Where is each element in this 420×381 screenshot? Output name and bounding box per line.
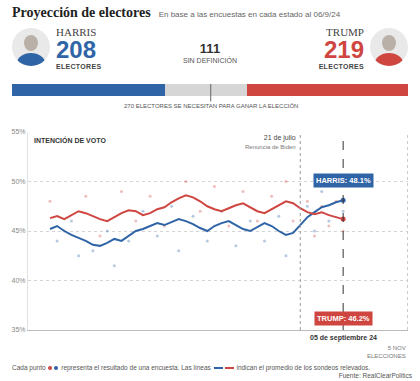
html-text:HARRIS: HARRIS (56, 26, 97, 38)
svg-text:TRUMP: 46.2%: TRUMP: 46.2% (317, 314, 370, 323)
svg-text:50%: 50% (12, 178, 26, 185)
svg-text:INTENCIÓN DE VOTO: INTENCIÓN DE VOTO (34, 136, 106, 144)
html-text:ELECTORES: ELECTORES (318, 63, 364, 70)
html-text:En base a las encuestas en cad: En base a las encuestas en cada estado a… (158, 10, 341, 19)
html-text:Proyección de electores: Proyección de electores (12, 5, 151, 20)
svg-text:21 de julioRenuncia de Biden: 21 de julioRenuncia de Biden (245, 134, 296, 150)
html-text:Fuente: RealClearPolitics: Fuente: RealClearPolitics (338, 372, 412, 379)
svg-text:45%: 45% (12, 227, 26, 234)
svg-text:270 ELECTORES SE NECESITAN PAR: 270 ELECTORES SE NECESITAN PARA GANAR LA… (124, 103, 298, 109)
svg-text:55%: 55% (12, 128, 26, 135)
svg-text:5 NOVELECCIONES: 5 NOVELECCIONES (367, 345, 406, 359)
html-text:representa el resultado de una: representa el resultado de una encuesta.… (59, 364, 213, 371)
svg-text:35%: 35% (12, 326, 26, 333)
svg-text:HARRIS: 48.1%: HARRIS: 48.1% (316, 176, 371, 185)
svg-text:05 de septiembre 24: 05 de septiembre 24 (310, 334, 377, 342)
html-text:SIN DEFINICIÓN: SIN DEFINICIÓN (183, 57, 237, 64)
html-text:111: 111 (199, 41, 221, 56)
html-text:208: 208 (56, 36, 96, 63)
html-text:indican el promedio de los son: indican el promedio de los sondeos relev… (234, 364, 371, 371)
html-text:Cada punto: Cada punto (12, 364, 48, 371)
svg-text:40%: 40% (12, 277, 26, 284)
html-text:219: 219 (324, 36, 364, 63)
html-text:TRUMP: TRUMP (326, 26, 364, 38)
html-text:ELECTORES: ELECTORES (56, 63, 102, 70)
